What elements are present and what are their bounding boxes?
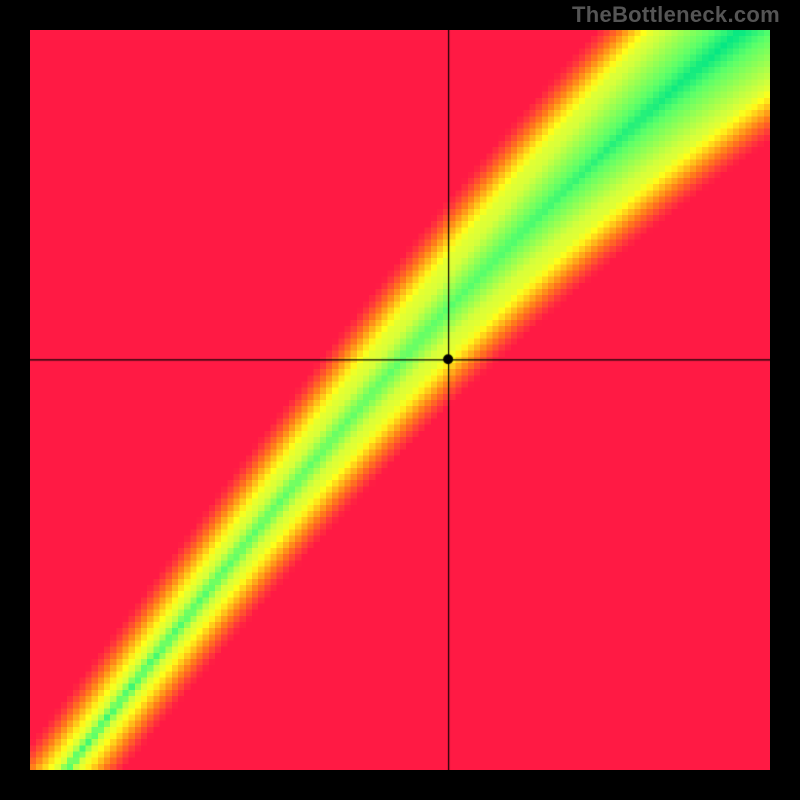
chart-container: TheBottleneck.com [0,0,800,800]
watermark-text: TheBottleneck.com [572,2,780,28]
bottleneck-heatmap [30,30,770,770]
